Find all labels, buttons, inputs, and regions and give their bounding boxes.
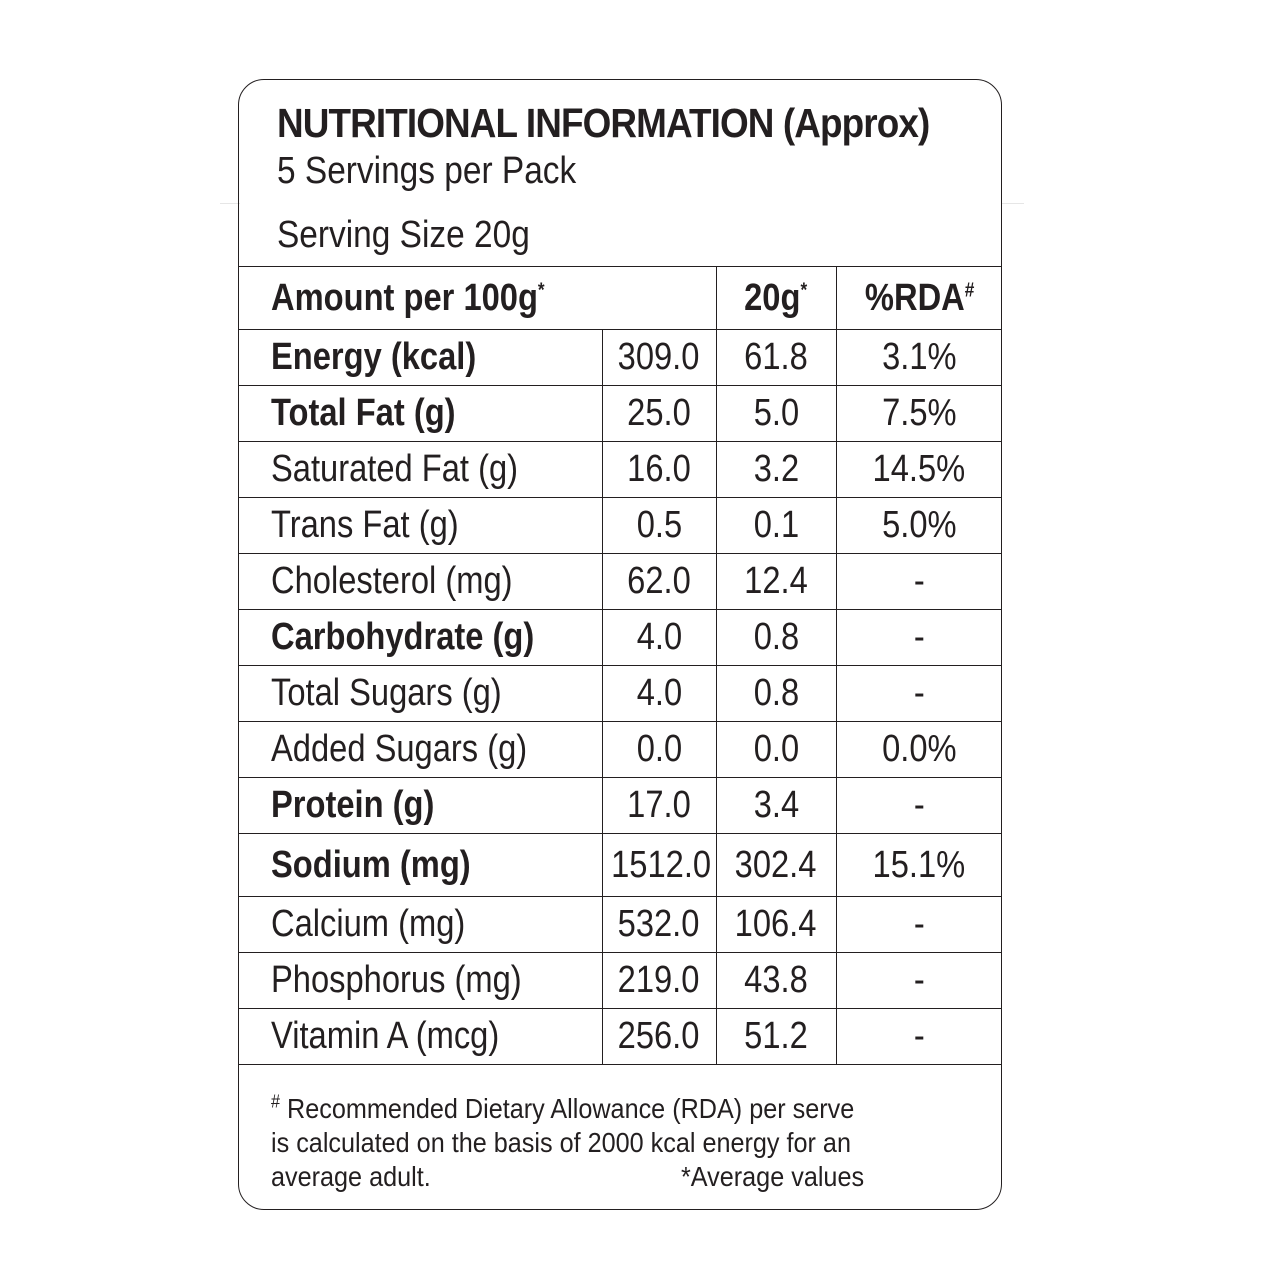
nutrient-name: Sodium (mg) <box>239 833 603 897</box>
value-per-100g: 0.0 <box>601 721 717 778</box>
nutrient-name: Vitamin A (mcg) <box>239 1008 603 1065</box>
table-header-row: Amount per 100g* 20g* %RDA# <box>239 266 1001 330</box>
value-per-100g: 16.0 <box>601 441 717 498</box>
table-row: Vitamin A (mcg) 256.0 51.2- <box>239 1008 1001 1065</box>
nutrient-name: Total Sugars (g) <box>239 665 603 722</box>
nutrient-name: Total Fat (g) <box>239 385 603 442</box>
value-rda: 0.0% <box>835 721 1001 778</box>
value-per-100g: 309.0 <box>601 329 717 386</box>
panel-title: NUTRITIONAL INFORMATION (Approx) <box>277 100 930 146</box>
value-per-100g: 4.0 <box>601 609 717 666</box>
value-per-100g: 532.0 <box>601 896 717 953</box>
table-row: Carbohydrate (g) 4.0 0.8- <box>239 609 1001 666</box>
nutrient-name: Saturated Fat (g) <box>239 441 603 498</box>
value-rda: 5.0% <box>835 497 1001 554</box>
nutrient-name: Phosphorus (mg) <box>239 952 603 1009</box>
table-row: Calcium (mg) 532.0 106.4- <box>239 896 1001 953</box>
table-row: Saturated Fat (g) 16.0 3.2 14.5% <box>239 441 1001 498</box>
nutrient-name: Calcium (mg) <box>239 896 603 953</box>
value-per-serve: 43.8 <box>715 952 837 1009</box>
table-row: Total Sugars (g) 4.0 0.8- <box>239 665 1001 722</box>
footnote-mark: # <box>271 1091 281 1112</box>
value-per-serve: 61.8 <box>715 329 837 386</box>
value-per-serve: 3.2 <box>715 441 837 498</box>
table-row: Total Fat (g) 25.0 5.0 7.5% <box>239 385 1001 442</box>
value-per-100g: 17.0 <box>601 777 717 834</box>
footnote-line-2: is calculated on the basis of 2000 kcal … <box>271 1127 851 1158</box>
nutrient-name: Carbohydrate (g) <box>239 609 603 666</box>
table-row: Energy (kcal) 309.0 61.8 3.1% <box>239 329 1001 386</box>
nutrient-name: Cholesterol (mg) <box>239 553 603 610</box>
table-row: Protein (g) 17.0 3.4- <box>239 777 1001 834</box>
value-rda: 15.1% <box>835 833 1001 897</box>
guide-line-right <box>1002 203 1024 204</box>
serving-size: Serving Size 20g <box>277 214 530 256</box>
table-row: Added Sugars (g) 0.0 0.0 0.0% <box>239 721 1001 778</box>
nutrient-name: Protein (g) <box>239 777 603 834</box>
nutrition-panel: NUTRITIONAL INFORMATION (Approx) 5 Servi… <box>238 79 1002 1210</box>
table-row: Phosphorus (mg) 219.0 43.8- <box>239 952 1001 1009</box>
value-per-serve: 0.1 <box>715 497 837 554</box>
value-rda: - <box>835 609 1001 666</box>
value-per-serve: 106.4 <box>715 896 837 953</box>
value-rda: 3.1% <box>835 329 1001 386</box>
footnote: # Recommended Dietary Allowance (RDA) pe… <box>271 1092 971 1194</box>
value-rda: - <box>835 952 1001 1009</box>
value-per-serve: 51.2 <box>715 1008 837 1065</box>
table-row: Cholesterol (mg) 62.0 12.4- <box>239 553 1001 610</box>
value-per-100g: 1512.0 <box>601 833 717 897</box>
nutrient-name: Trans Fat (g) <box>239 497 603 554</box>
value-per-100g: 62.0 <box>601 553 717 610</box>
footnote-line-1: Recommended Dietary Allowance (RDA) per … <box>287 1093 855 1124</box>
header-serve: 20g* <box>715 266 837 330</box>
value-rda: 7.5% <box>835 385 1001 442</box>
nutrient-name: Added Sugars (g) <box>239 721 603 778</box>
value-rda: - <box>835 1008 1001 1065</box>
value-rda: - <box>835 896 1001 953</box>
value-per-serve: 0.8 <box>715 665 837 722</box>
value-per-serve: 302.4 <box>715 833 837 897</box>
value-per-100g: 0.5 <box>601 497 717 554</box>
value-per-100g: 219.0 <box>601 952 717 1009</box>
servings-per-pack: 5 Servings per Pack <box>277 150 577 192</box>
value-rda: 14.5% <box>835 441 1001 498</box>
nutrient-name: Energy (kcal) <box>239 329 603 386</box>
value-per-100g: 25.0 <box>601 385 717 442</box>
value-per-serve: 5.0 <box>715 385 837 442</box>
table-row: Sodium (mg) 1512.0 302.4 15.1% <box>239 833 1001 897</box>
guide-line-left <box>220 203 240 204</box>
value-per-serve: 3.4 <box>715 777 837 834</box>
value-rda: - <box>835 777 1001 834</box>
value-per-100g: 4.0 <box>601 665 717 722</box>
average-values-note: *Average values <box>681 1161 865 1192</box>
value-per-100g: 256.0 <box>601 1008 717 1065</box>
panel-header: NUTRITIONAL INFORMATION (Approx) 5 Servi… <box>239 80 1001 266</box>
header-rda: %RDA# <box>835 266 1001 330</box>
footnote-line-3: average adult. <box>271 1161 431 1192</box>
value-per-serve: 0.0 <box>715 721 837 778</box>
nutrition-table: Amount per 100g* 20g* %RDA# Energy (kcal… <box>239 266 1001 1065</box>
value-per-serve: 12.4 <box>715 553 837 610</box>
value-rda: - <box>835 665 1001 722</box>
table-row: Trans Fat (g) 0.5 0.1 5.0% <box>239 497 1001 554</box>
value-per-serve: 0.8 <box>715 609 837 666</box>
header-amount: Amount per 100g* <box>239 266 717 330</box>
value-rda: - <box>835 553 1001 610</box>
